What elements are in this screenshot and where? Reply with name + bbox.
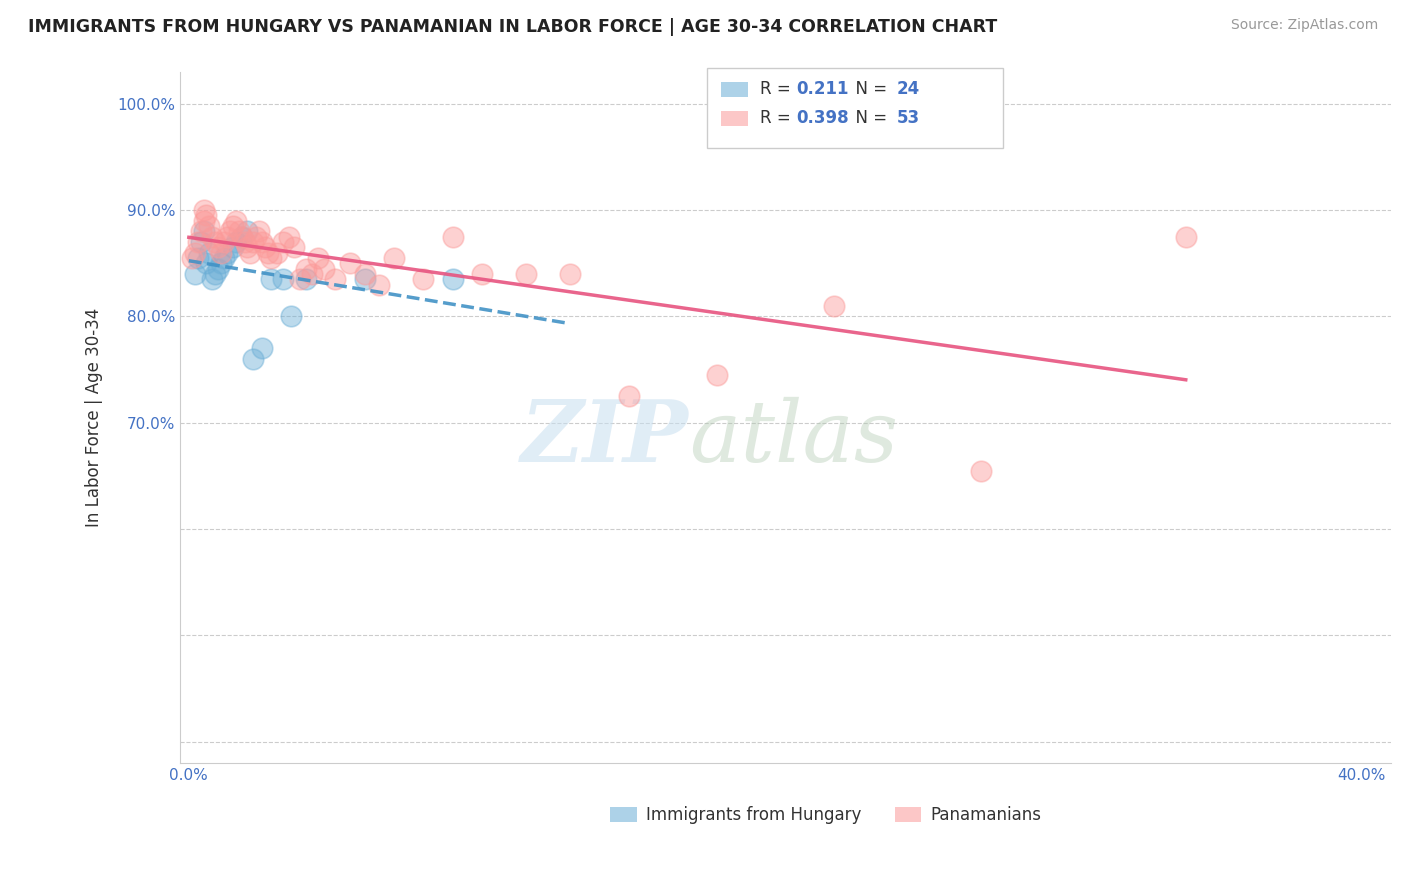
Point [254,240,277,254]
Point [245,229,267,244]
Point [706,368,728,382]
FancyBboxPatch shape [721,82,748,97]
Point [204,235,226,249]
Text: Source: ZipAtlas.com: Source: ZipAtlas.com [1230,18,1378,32]
Point [441,229,464,244]
Text: N =: N = [845,109,893,128]
Point [193,203,215,218]
Point [212,251,235,265]
Point [207,240,229,254]
Point [969,464,991,478]
FancyBboxPatch shape [707,69,1004,148]
Point [325,272,347,286]
Point [187,251,209,265]
Point [260,272,283,286]
Point [290,272,312,286]
Point [277,229,299,244]
Point [412,272,434,286]
Text: ZIP: ZIP [520,396,689,480]
Point [339,256,361,270]
Text: atlas: atlas [689,397,898,480]
Point [283,240,305,254]
Point [617,389,640,403]
Point [215,245,238,260]
Point [204,267,226,281]
Point [312,261,335,276]
Point [183,267,205,281]
Point [190,235,212,249]
FancyBboxPatch shape [610,807,637,822]
Text: Immigrants from Hungary: Immigrants from Hungary [647,805,862,824]
Point [353,267,375,281]
Text: Panamanians: Panamanians [931,805,1042,824]
Point [250,235,273,249]
Point [441,272,464,286]
Point [239,245,262,260]
Point [209,245,232,260]
Text: N =: N = [845,80,893,98]
Point [260,251,283,265]
Point [271,272,294,286]
Point [1174,229,1197,244]
Point [193,214,215,228]
Point [242,351,264,366]
Point [295,272,318,286]
Point [353,272,375,286]
Point [193,224,215,238]
Point [225,235,247,249]
Point [198,245,221,260]
Point [295,261,318,276]
Point [215,229,238,244]
Point [222,240,245,254]
Point [195,209,218,223]
Point [195,256,218,270]
Point [823,299,845,313]
Point [250,342,273,356]
Text: R =: R = [761,109,796,128]
Point [228,224,250,238]
Point [190,224,212,238]
Text: R =: R = [761,80,796,98]
Point [183,245,205,260]
Point [382,251,405,265]
Point [236,224,259,238]
Point [180,251,202,265]
Point [247,224,270,238]
Point [222,219,245,233]
Point [219,224,242,238]
Text: 0.211: 0.211 [796,80,849,98]
FancyBboxPatch shape [721,111,748,126]
Point [207,261,229,276]
Point [209,256,232,270]
Point [201,229,224,244]
Text: IMMIGRANTS FROM HUNGARY VS PANAMANIAN IN LABOR FORCE | AGE 30-34 CORRELATION CHA: IMMIGRANTS FROM HUNGARY VS PANAMANIAN IN… [28,18,997,36]
Point [231,229,253,244]
Point [198,219,221,233]
Point [515,267,537,281]
Point [231,229,253,244]
Text: 0.398: 0.398 [796,109,849,128]
FancyBboxPatch shape [894,807,921,822]
Point [266,245,288,260]
Point [307,251,329,265]
Point [301,267,323,281]
Point [471,267,494,281]
Point [280,310,302,324]
Text: 24: 24 [897,80,920,98]
Point [225,214,247,228]
Point [257,245,280,260]
Point [233,235,256,249]
Point [201,272,224,286]
Point [368,277,391,292]
Point [212,235,235,249]
Point [242,235,264,249]
Point [236,240,259,254]
Point [558,267,581,281]
Point [271,235,294,249]
Y-axis label: In Labor Force | Age 30-34: In Labor Force | Age 30-34 [86,308,103,527]
Point [187,235,209,249]
Text: 53: 53 [897,109,920,128]
